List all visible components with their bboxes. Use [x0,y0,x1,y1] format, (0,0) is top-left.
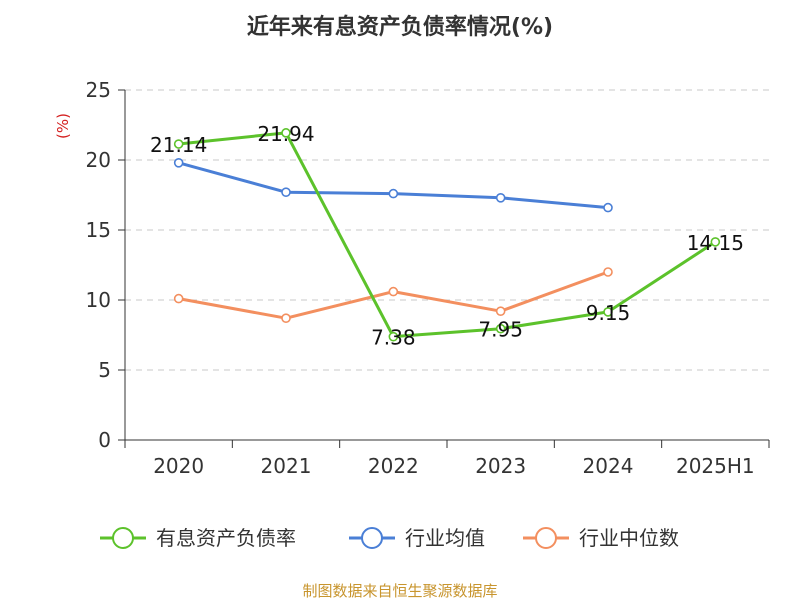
y-tick-label: 0 [98,428,111,452]
data-point [281,128,291,138]
data-label: 7.95 [478,318,523,342]
x-tick-label: 2022 [368,454,419,478]
data-point [173,139,184,149]
legend-swatch-marker [112,527,134,549]
axes: 0 5 10 15 20 25 2020 2021 2022 2023 2024 2025H1 [86,78,770,478]
legend-label: 有息资产负债率 [156,526,296,550]
data-point [173,158,184,168]
y-axis-unit: (%) [54,113,72,139]
data-point [495,306,506,317]
x-tick-label: 2023 [475,454,526,478]
y-tick-label: 10 [86,288,111,312]
legend-item[interactable]: 行业均值 [349,526,485,550]
data-point [603,267,613,277]
data-point [281,187,291,197]
data-label: 14.15 [687,231,744,255]
series-line [178,131,717,339]
data-label: 7.38 [371,326,416,350]
legend-swatch-marker [361,527,383,549]
data-point [603,202,613,213]
y-tick-label: 20 [86,148,111,172]
data-label: 21.94 [257,122,314,146]
data-point [173,293,184,304]
data-point [281,313,291,324]
legend-item[interactable]: 行业中位数 [523,526,679,550]
data-label: 21.14 [150,133,207,157]
data-point [388,331,399,342]
gridlines [125,89,769,371]
y-tick-label: 25 [86,78,111,102]
data-point [495,323,506,334]
y-tick-label: 5 [98,358,111,382]
data-point [710,237,721,247]
series-group [173,128,721,342]
legend-label: 行业均值 [405,526,485,550]
source-note: 制图数据来自恒生聚源数据库 [302,582,497,600]
legend-swatch-marker [535,527,557,549]
x-tick-label: 2020 [153,454,204,478]
x-tick-label: 2025H1 [676,454,755,478]
legend-label: 行业中位数 [579,526,679,550]
data-point [388,286,399,297]
legend[interactable]: 有息资产负债率 行业均值 行业中位数 [100,526,679,550]
x-tick-label: 2024 [583,454,634,478]
series-line [178,161,609,210]
y-tick-label: 15 [86,218,111,242]
data-point [603,307,613,317]
data-point [388,188,399,199]
data-point [495,193,506,203]
legend-item[interactable]: 有息资产负债率 [100,526,296,550]
x-tick-label: 2021 [261,454,312,478]
chart-title: 近年来有息资产负债率情况(%) [247,14,553,40]
data-labels: 21.14 21.94 7.38 7.95 9.15 14.15 [150,122,744,350]
data-label: 9.15 [586,301,631,325]
